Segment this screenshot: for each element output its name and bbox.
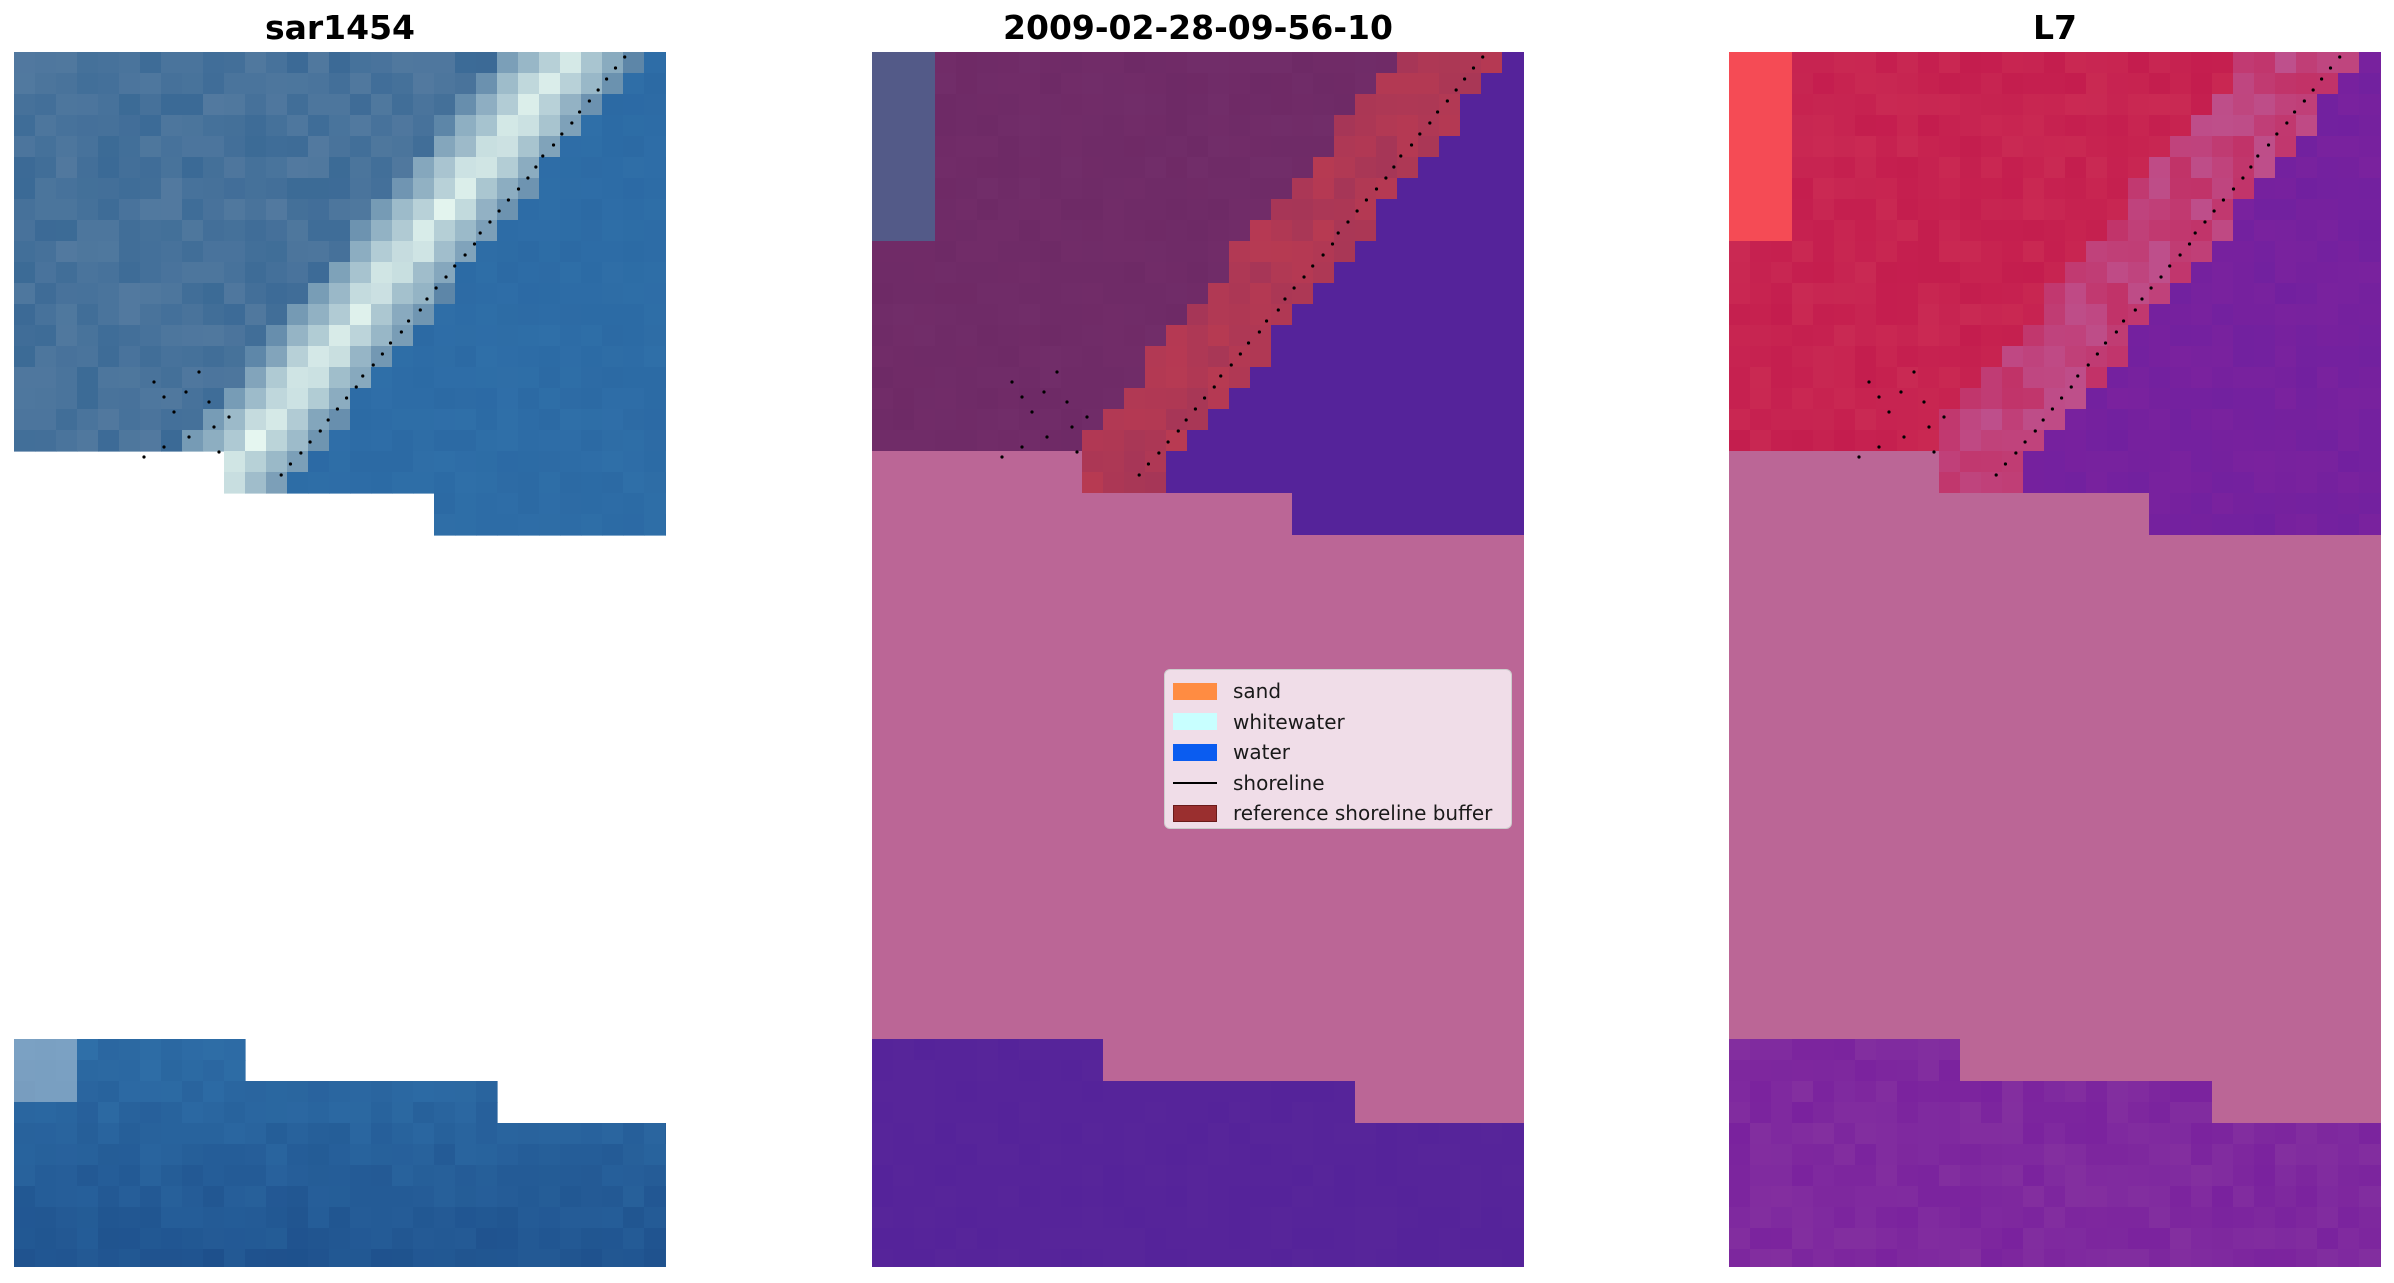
sand-swatch <box>1173 682 1217 700</box>
whitewater-swatch <box>1173 713 1217 731</box>
water-swatch <box>1173 743 1217 761</box>
legend-label-whitewater: whitewater <box>1233 709 1345 734</box>
legend-label-water: water <box>1233 740 1290 765</box>
rgb-image-panel <box>14 52 666 1267</box>
legend-label-shoreline: shoreline <box>1233 770 1325 795</box>
panel-title-rgb: sar1454 <box>264 8 416 47</box>
legend-label-sand: sand <box>1233 679 1282 704</box>
shoreline-points-rgb <box>142 55 627 477</box>
legend-item-water: water <box>1173 737 1511 768</box>
shoreline-points-classified <box>1000 55 1485 477</box>
legend-item-shoreline: shoreline <box>1173 768 1511 799</box>
l7-image-panel <box>1729 52 2381 1267</box>
shoreline-points-l7 <box>1857 55 2342 477</box>
legend-item-buffer: reference shoreline buffer <box>1173 798 1511 829</box>
legend-item-sand: sand <box>1173 676 1511 707</box>
buffer-swatch <box>1173 804 1217 822</box>
panel-title-classified: 2009-02-28-09-56-10 <box>1003 8 1393 47</box>
rgb-image <box>14 52 666 1267</box>
classified-image <box>872 52 1524 1267</box>
classified-image-panel <box>872 52 1524 1267</box>
l7-index-image <box>1729 52 2381 1267</box>
legend-item-whitewater: whitewater <box>1173 707 1511 738</box>
legend: sand whitewater water shoreline referenc… <box>1164 669 1512 829</box>
shoreline-line-swatch <box>1173 781 1217 784</box>
legend-label-buffer: reference shoreline buffer <box>1233 801 1493 826</box>
panel-title-l7: L7 <box>2033 8 2077 47</box>
